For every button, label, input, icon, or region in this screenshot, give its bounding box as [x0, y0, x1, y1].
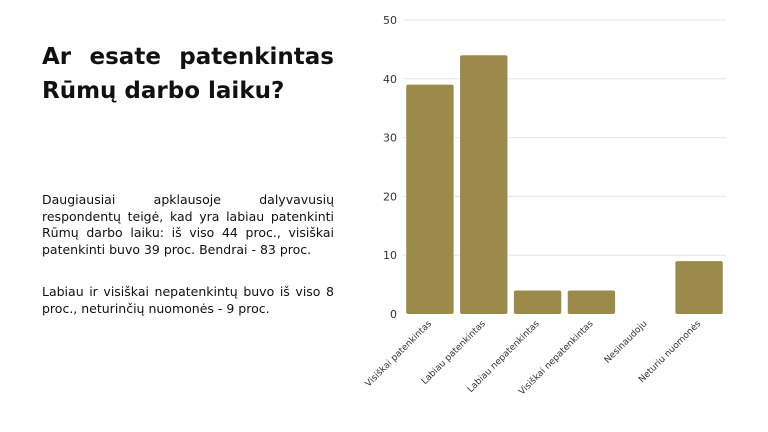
slide-title: Ar esate patenkintas Rūmų darbo laiku? [42, 44, 334, 104]
bar [567, 290, 616, 314]
y-tick-label: 20 [383, 190, 397, 203]
summary-paragraph-2: Labiau ir visiškai nepatenkintų buvo iš … [42, 284, 334, 316]
chart-gridlines [403, 19, 726, 256]
bar [406, 84, 454, 315]
bar [460, 55, 508, 314]
y-tick-label: 10 [383, 249, 397, 262]
y-tick-label: 0 [390, 308, 397, 321]
y-tick-label: 30 [383, 132, 397, 145]
x-tick-label: Neturiu nuomonės [637, 319, 703, 385]
bar [675, 261, 723, 314]
bar [513, 290, 562, 314]
y-tick-label: 40 [383, 73, 397, 86]
y-axis-ticks: 0 10 20 30 40 50 [383, 14, 397, 321]
summary-paragraph-1: Daugiausiai apklausoje dalyvavusių respo… [42, 192, 334, 257]
y-tick-label: 50 [383, 14, 397, 27]
x-tick-label: Nesinaudoju [603, 319, 650, 366]
chart-bars [406, 55, 723, 315]
